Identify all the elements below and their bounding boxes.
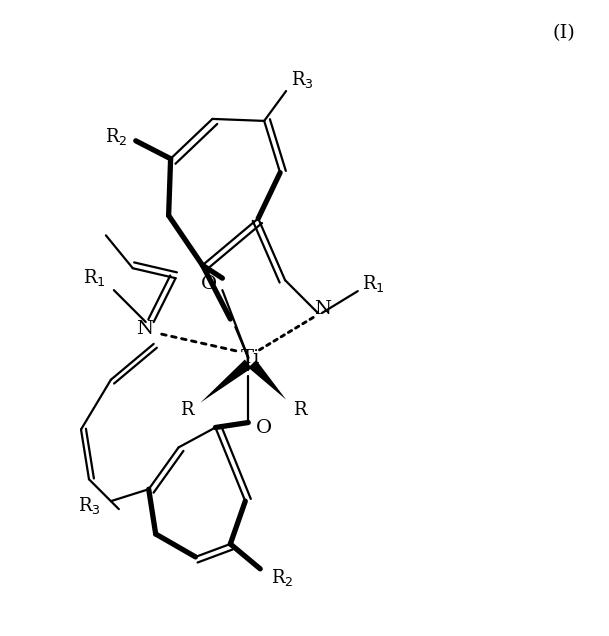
- Text: R$_2$: R$_2$: [105, 127, 127, 148]
- Text: N: N: [314, 300, 331, 318]
- Polygon shape: [248, 360, 286, 399]
- Text: R$_2$: R$_2$: [271, 567, 294, 588]
- Text: R$_3$: R$_3$: [77, 495, 100, 516]
- Text: O: O: [200, 275, 217, 293]
- Text: O: O: [256, 420, 272, 438]
- Text: R: R: [180, 401, 193, 418]
- Text: Ti: Ti: [241, 349, 260, 367]
- Text: R$_3$: R$_3$: [290, 69, 314, 90]
- Text: N: N: [136, 320, 153, 338]
- Text: R$_1$: R$_1$: [83, 266, 105, 287]
- Text: (I): (I): [552, 24, 575, 43]
- Polygon shape: [200, 359, 252, 403]
- Text: R$_1$: R$_1$: [362, 273, 385, 294]
- Text: R: R: [294, 401, 307, 418]
